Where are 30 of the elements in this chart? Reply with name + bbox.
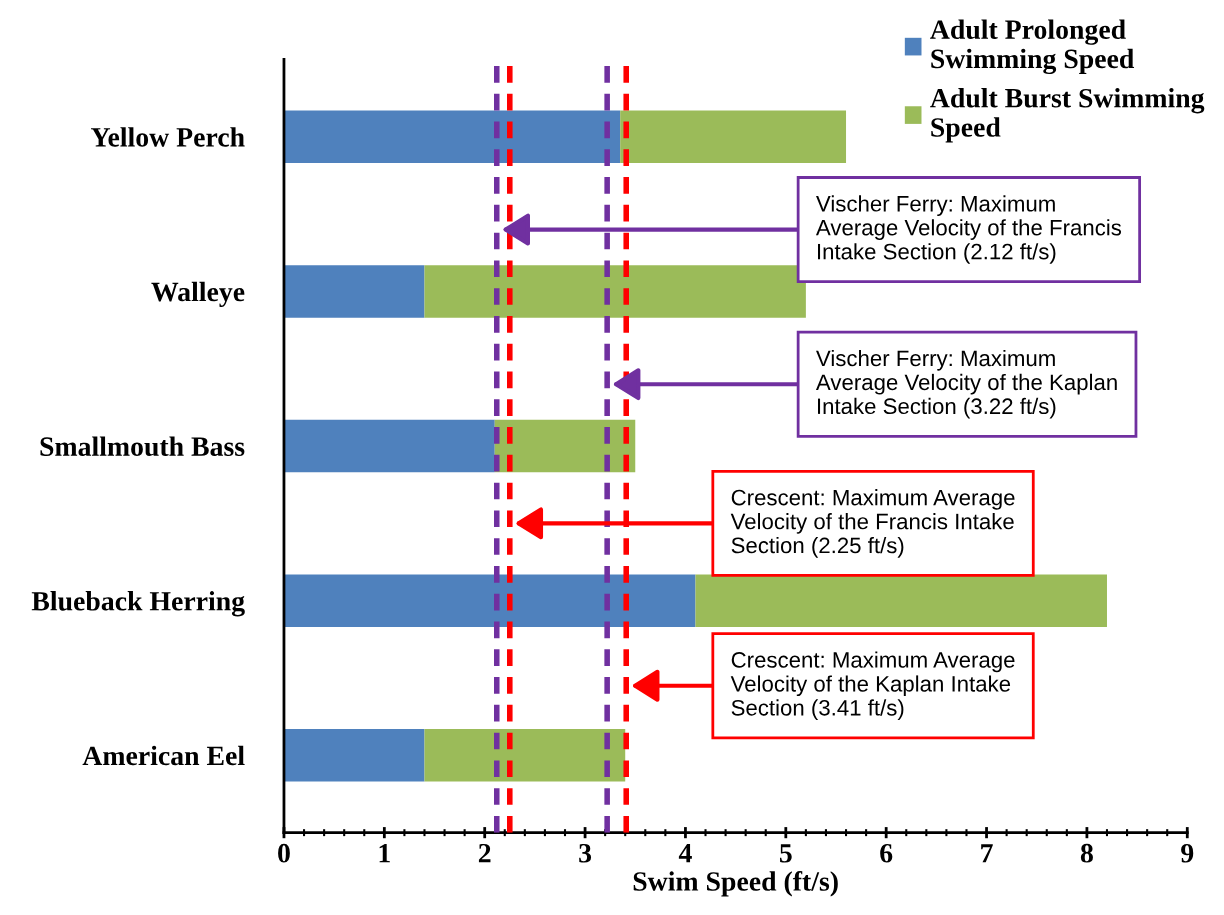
y-tick-label: Yellow Perch	[91, 127, 245, 147]
x-tick-label: 0	[278, 843, 290, 863]
bar	[283, 265, 425, 318]
annotation: Crescent: Maximum Average Velocity of the Francis Intake Section (2.25 ft/s)	[730, 489, 1015, 558]
bar	[283, 419, 495, 473]
annotation: Vischer Ferry: Maximum Average Velocity of the Kaplan Intake Section (3.22 ft/s)	[815, 349, 1117, 419]
annotation: Vischer Ferry: Maximum Average Velocity of the Francis Intake Section (2.12 ft/s)	[815, 195, 1122, 264]
x-tick-label: 4	[678, 844, 692, 863]
legend-label: Adult Prolonged Swimming Speed	[930, 19, 1135, 75]
bar	[620, 110, 847, 164]
bar	[424, 729, 626, 782]
x-tick-label: 9	[1181, 843, 1194, 863]
x-tick-label: 5	[779, 844, 792, 863]
bar	[283, 729, 425, 782]
legend-label: Adult Burst Swimming Speed	[930, 88, 1205, 143]
bar	[283, 574, 696, 627]
x-tick-label: 6	[880, 843, 893, 863]
bar	[424, 265, 806, 318]
y-tick-label: Walleye	[151, 281, 245, 308]
x-tick-label: 7	[981, 844, 993, 863]
x-axis-title: Swim Speed (ft/s)	[633, 871, 838, 897]
x-tick-label: 2	[478, 843, 491, 863]
x-tick-label: 8	[1080, 843, 1093, 863]
y-tick-label: Blueback Herring	[31, 591, 245, 617]
y-tick-label: American Eel	[82, 745, 245, 766]
annotation: Crescent: Maximum Average Velocity of the Kaplan Intake Section (3.41 ft/s)	[730, 651, 1015, 721]
x-tick-label: 1	[379, 844, 390, 863]
y-tick-label: Smallmouth Bass	[40, 436, 245, 457]
bar	[283, 110, 621, 164]
x-tick-label: 3	[579, 843, 592, 863]
